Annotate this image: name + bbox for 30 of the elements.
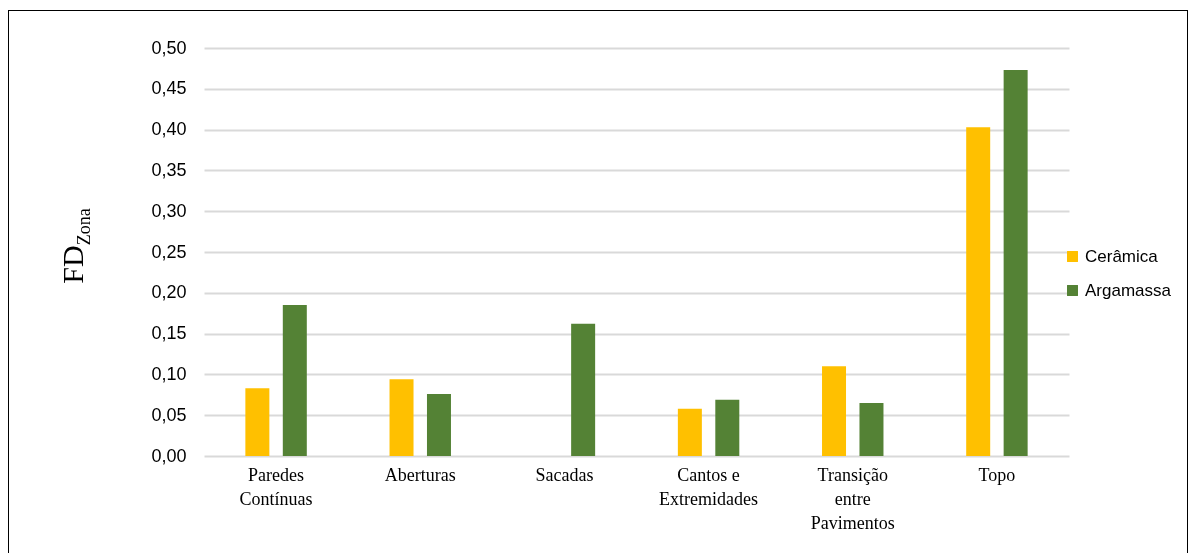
- y-tick-label: 0,15: [151, 323, 187, 344]
- y-tick-label: 0,10: [151, 363, 187, 384]
- bar: [245, 388, 270, 456]
- y-tick-label: 0,35: [151, 159, 187, 180]
- y-tick-label: 0,30: [151, 200, 187, 221]
- y-tick-label: 0,00: [151, 445, 187, 466]
- y-tick-label: 0,45: [151, 78, 187, 99]
- x-tick-label: Cantos e Extremidades: [659, 464, 759, 509]
- x-tick-label: Paredes Contínuas: [239, 464, 313, 509]
- bar: [282, 305, 307, 456]
- bar: [571, 323, 596, 456]
- bar: [859, 402, 884, 456]
- bar: [389, 379, 414, 456]
- x-tick-label: Transição entre Pavimentos: [810, 464, 895, 533]
- bar: [966, 127, 991, 456]
- y-tick-label: 0,40: [151, 119, 187, 140]
- y-tick-label: 0,05: [151, 404, 187, 425]
- bar: [822, 366, 847, 456]
- bar: [426, 393, 451, 456]
- x-tick-label: Topo: [978, 464, 1016, 485]
- legend-label: Argamassa: [1085, 280, 1172, 300]
- x-tick-label: Aberturas: [384, 464, 456, 485]
- y-tick-label: 0,20: [151, 282, 187, 303]
- legend-label: Cerâmica: [1085, 246, 1159, 266]
- y-tick-label: 0,50: [151, 37, 187, 58]
- x-tick-label: Sacadas: [535, 464, 594, 485]
- y-tick-label: 0,25: [151, 241, 187, 262]
- bar: [715, 399, 740, 456]
- bar: [1003, 70, 1028, 456]
- bar: [677, 408, 702, 456]
